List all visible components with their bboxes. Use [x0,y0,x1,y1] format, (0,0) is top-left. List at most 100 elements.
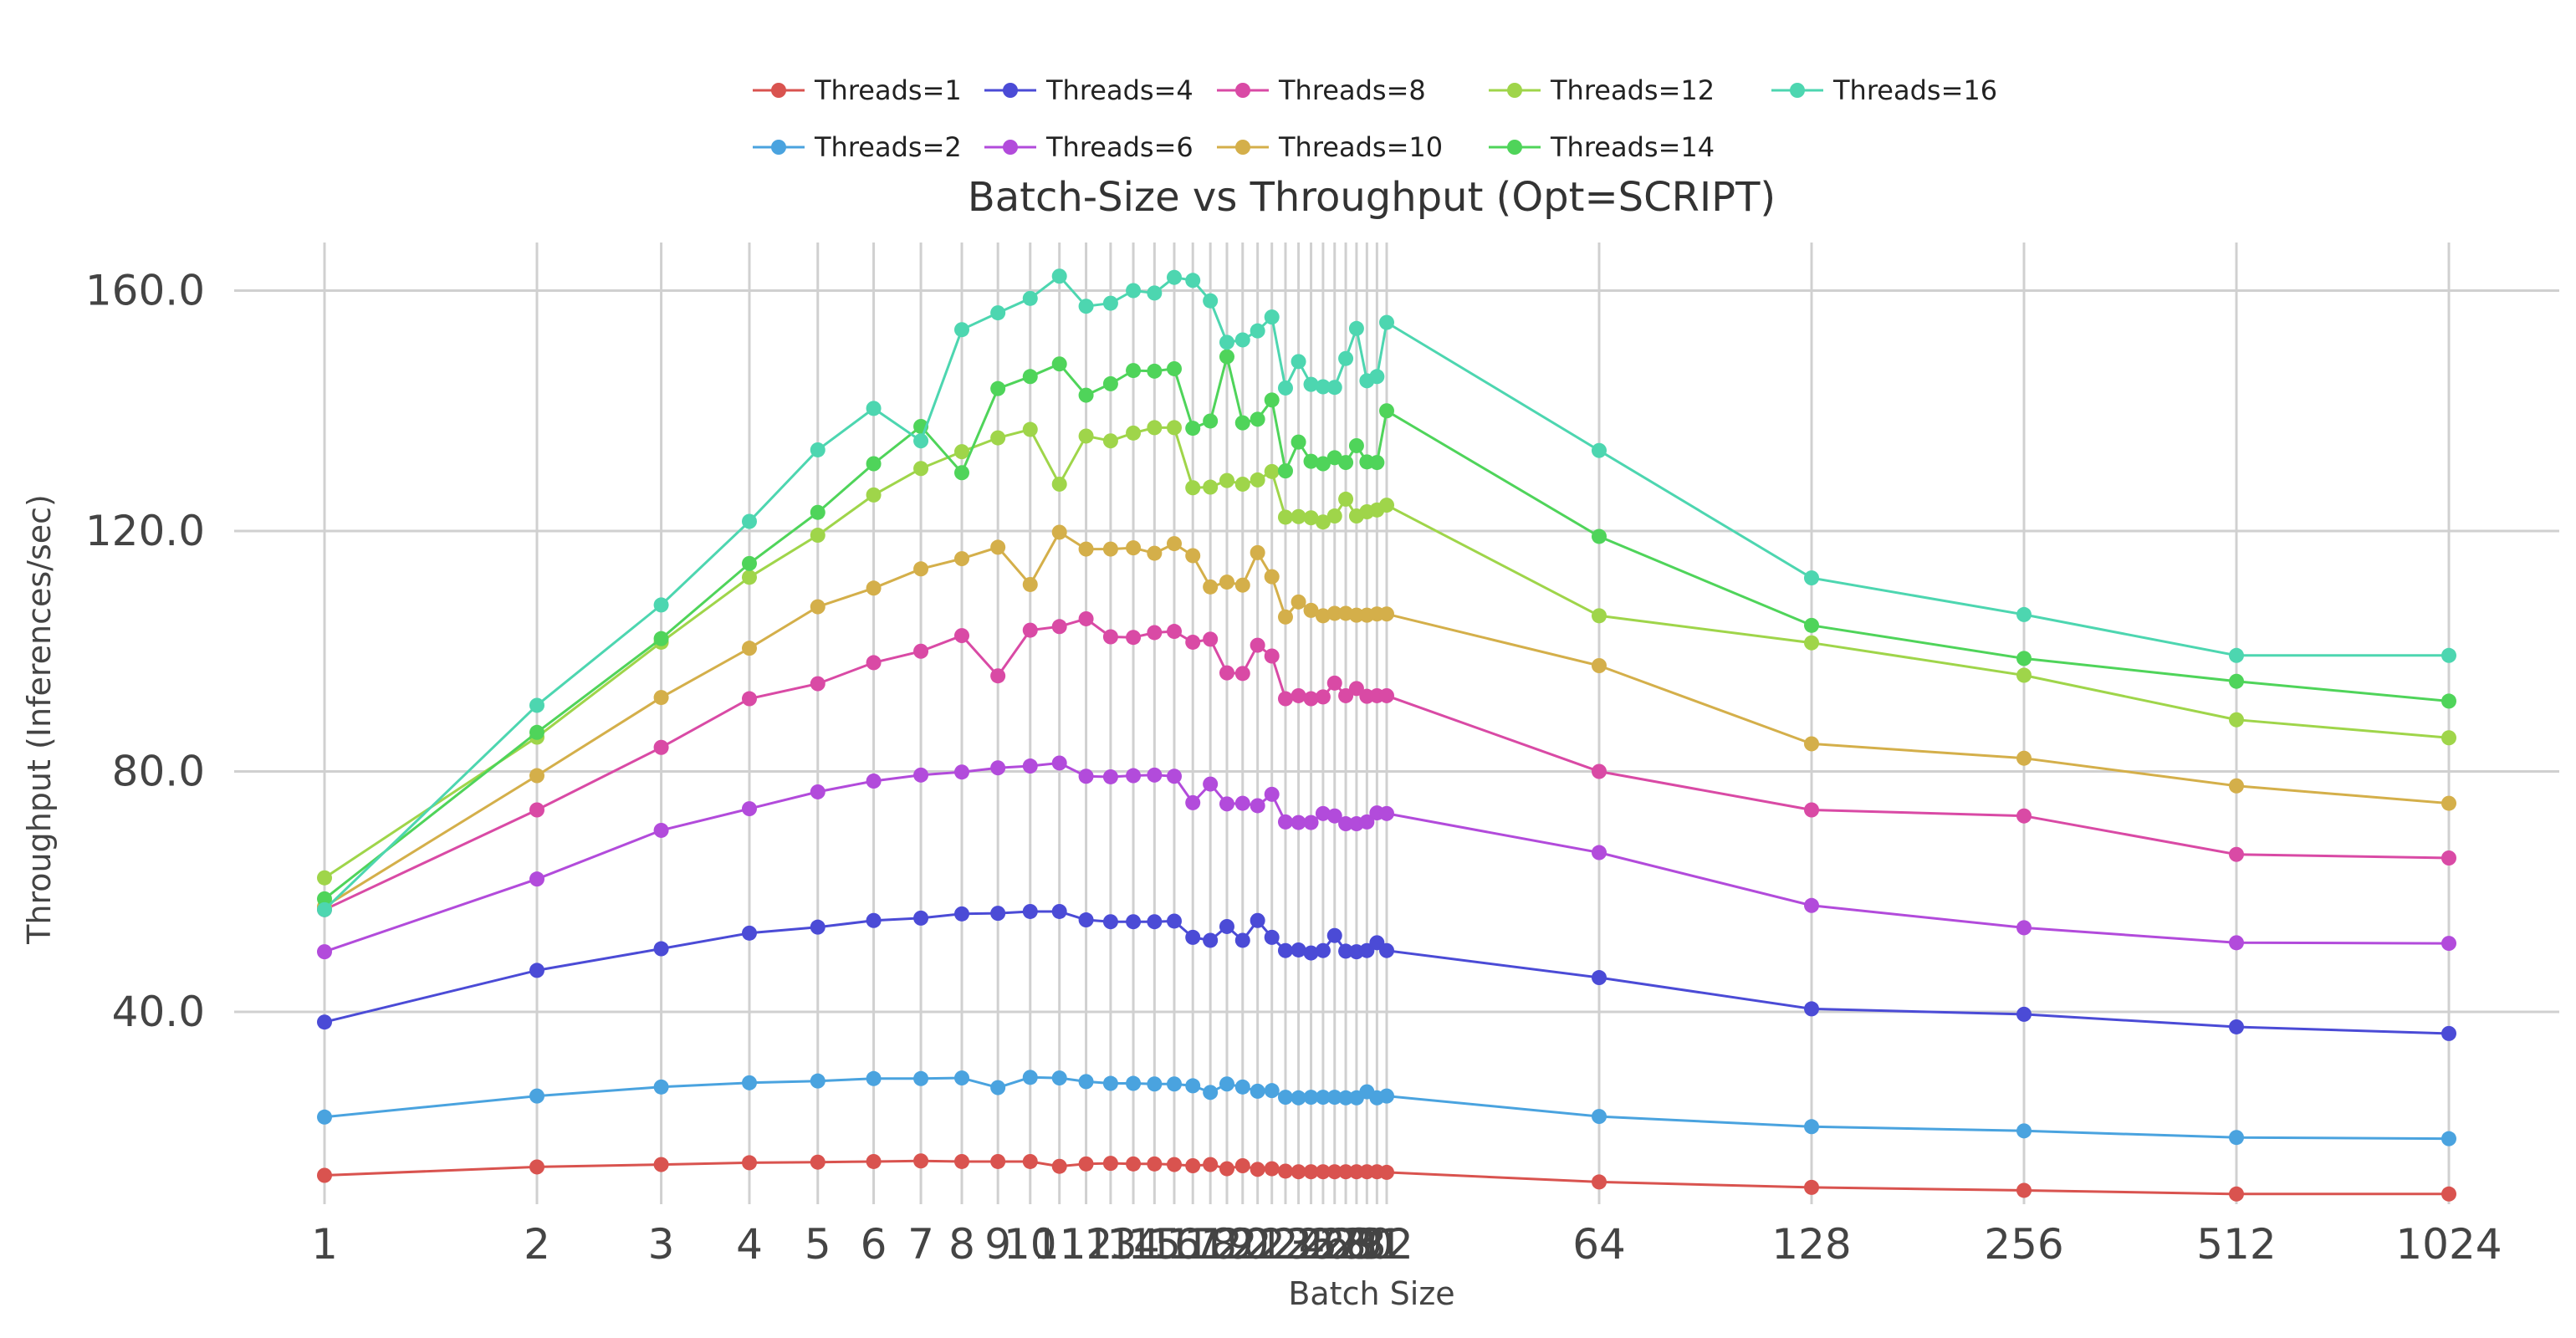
data-point [990,906,1006,922]
data-point [1147,1076,1163,1092]
y-axis-label: Throughput (Inferences/sec) [21,494,58,945]
x-tick-label: 64 [1572,1220,1626,1269]
x-tick-label: 15 [1128,1220,1182,1269]
x-tick-label: 18 [1183,1220,1237,1269]
data-point [2016,750,2032,766]
data-point [1264,309,1280,325]
data-point [1379,606,1394,622]
data-point [1250,323,1265,339]
data-point [1102,629,1118,645]
data-point [1291,687,1306,703]
data-point [1185,548,1201,564]
data-point [1078,1074,1094,1090]
x-tick-label: 21 [1231,1220,1285,1269]
data-point [954,551,969,567]
data-point [1234,577,1250,593]
data-point [1250,544,1265,560]
data-point [742,1075,757,1090]
data-point [2441,1025,2456,1041]
data-point [1326,1164,1342,1180]
data-point [1804,1001,1819,1017]
data-point [1264,648,1280,664]
data-point [1167,1157,1182,1172]
data-point [2441,730,2456,746]
data-point [1277,1090,1293,1106]
legend-item: Threads=12 [1489,74,1715,106]
data-point [2016,1182,2032,1198]
data-point [1264,929,1280,945]
data-point [1147,1156,1163,1172]
data-point [1126,1156,1142,1172]
data-point [1078,610,1094,626]
data-point [1219,796,1234,812]
data-point [1326,675,1342,691]
legend-label: Threads=8 [1278,74,1426,106]
data-point [1219,1076,1234,1092]
x-tick-label: 16 [1147,1220,1201,1269]
series-threads-14 [317,349,2456,906]
data-point [1102,295,1118,311]
data-point [1303,453,1319,469]
x-tick-label: 23 [1259,1220,1312,1269]
data-point [1185,273,1201,289]
data-point [1303,376,1319,392]
data-point [1592,608,1607,624]
legend-marker [1507,83,1522,98]
data-point [529,768,544,784]
data-point [1315,514,1331,530]
data-point [954,465,969,481]
data-point [1315,608,1331,624]
data-point [1804,570,1819,586]
data-point [2016,920,2032,936]
x-tick-label: 19 [1200,1220,1254,1269]
data-point [1022,758,1038,774]
data-point [1078,912,1094,928]
data-point [1051,755,1067,771]
data-point [1102,375,1118,391]
data-point [2441,693,2456,709]
x-tick-label: 27 [1308,1220,1362,1269]
data-point [1167,624,1182,640]
x-tick-label: 9 [984,1220,1011,1269]
data-point [1126,283,1142,299]
data-point [1303,1164,1319,1180]
data-point [1185,794,1201,810]
x-tick-label: 8 [948,1220,975,1269]
data-point [1203,776,1219,792]
series-threads-16 [317,268,2456,917]
data-point [1277,814,1293,830]
data-point [1102,433,1118,449]
legend-item: Threads=4 [984,74,1193,106]
data-point [990,1153,1006,1169]
x-tick-label: 11 [1033,1220,1086,1269]
data-point [653,631,669,646]
data-point [529,963,544,978]
legend-item: Threads=2 [753,131,962,163]
data-point [990,668,1006,684]
grid [234,243,2559,1204]
data-point [1379,403,1394,419]
data-point [1126,768,1142,784]
data-point [1051,476,1067,492]
data-point [1291,434,1306,450]
data-point [810,1073,825,1089]
data-point [1185,929,1201,945]
data-point [810,1154,825,1170]
legend-marker [771,140,786,155]
data-point [1051,268,1067,284]
data-point [866,401,882,416]
data-point [1369,369,1385,385]
data-point [1102,914,1118,930]
data-point [1078,541,1094,557]
data-point [1277,1163,1293,1179]
data-point [1078,1156,1094,1172]
data-point [913,1153,929,1169]
data-point [866,1153,882,1169]
data-point [1264,1161,1280,1177]
data-point [1804,897,1819,913]
data-point [1051,1070,1067,1086]
y-tick-label: 160.0 [85,267,205,315]
data-point [653,739,669,755]
data-point [990,1080,1006,1095]
data-point [1592,970,1607,986]
